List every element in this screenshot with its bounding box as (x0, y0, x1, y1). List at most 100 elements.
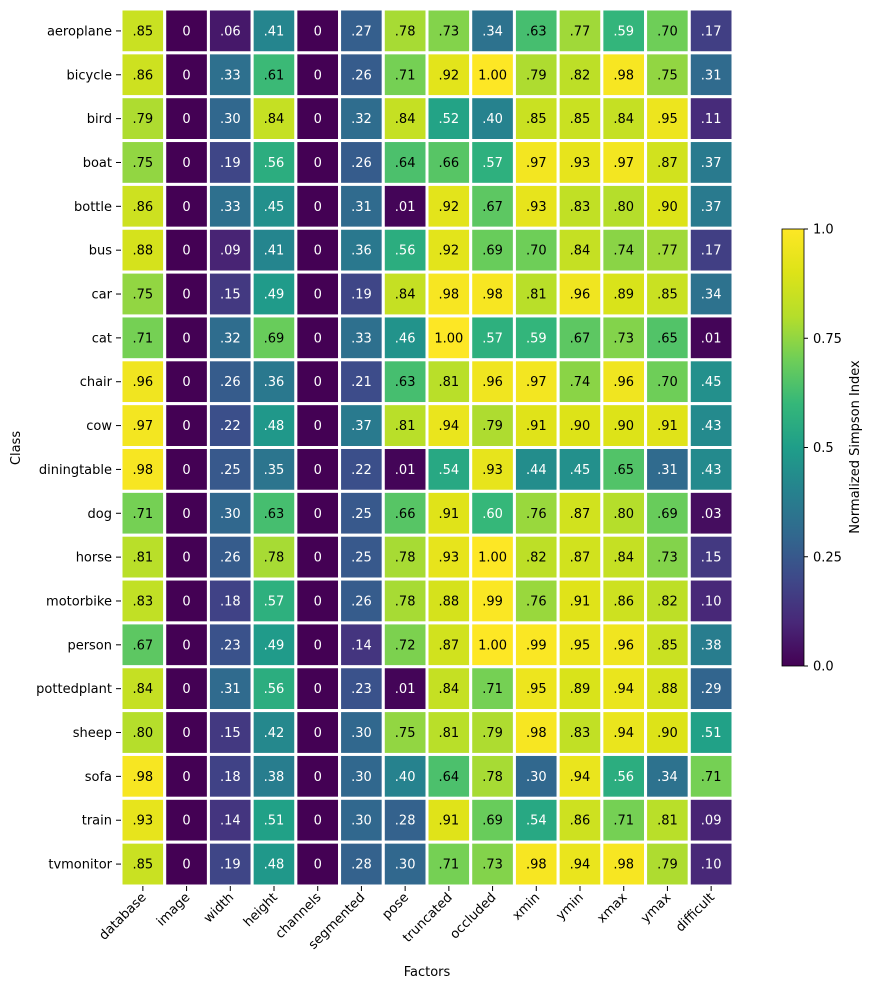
x-tick-label: ymax (638, 890, 674, 926)
cell-label: .74 (570, 375, 591, 390)
cell-label: 0 (182, 156, 190, 171)
cell-label: .64 (395, 156, 416, 171)
y-tick-label: pottedplant (36, 682, 112, 697)
heatmap-cell (163, 226, 210, 274)
heatmap-cell (687, 270, 735, 318)
cell-label: .87 (657, 156, 678, 171)
cell-label: .22 (351, 463, 372, 478)
cell-label: .81 (395, 419, 416, 434)
heatmap-cell (687, 840, 735, 888)
cell-label: .51 (264, 814, 285, 829)
cell-label: .28 (351, 858, 372, 873)
cell-label: .56 (613, 770, 634, 785)
cell-label: .93 (439, 551, 460, 566)
cell-label: .97 (133, 419, 154, 434)
heatmap-cell (119, 709, 167, 756)
cell-label: .63 (264, 507, 285, 522)
heatmap-cell (469, 51, 516, 99)
cell-label: .95 (526, 682, 547, 697)
cell-label: .75 (657, 68, 678, 83)
cell-label: .37 (701, 200, 722, 215)
cell-label: .98 (613, 68, 634, 83)
cell-label: .67 (482, 200, 503, 215)
heatmap-cell (687, 577, 735, 625)
y-tick-label: sheep (73, 726, 112, 741)
cell-label: .54 (439, 463, 460, 478)
heatmap-cell (600, 752, 648, 800)
cell-label: .83 (570, 726, 591, 741)
cell-label: 0 (314, 200, 322, 215)
cell-label: .82 (657, 594, 678, 609)
cell-label: .90 (570, 419, 591, 434)
cell-label: .36 (264, 375, 285, 390)
cell-label: .98 (526, 726, 547, 741)
cell-label: .72 (395, 638, 416, 653)
cell-label: .85 (570, 112, 591, 127)
cell-label: 0 (182, 68, 190, 83)
cell-label: .98 (133, 463, 154, 478)
cell-label: .46 (395, 331, 416, 346)
cell-label: .48 (264, 858, 285, 873)
cell-label: 0 (182, 112, 190, 127)
cell-label: .98 (482, 288, 503, 303)
cell-label: .19 (220, 858, 241, 873)
x-tick-label: xmax (594, 890, 630, 926)
colorbar-tick-label: 0.5 (813, 441, 834, 456)
cell-label: .82 (570, 68, 591, 83)
cell-label: .91 (439, 507, 460, 522)
cell-label: .83 (570, 200, 591, 215)
cell-label: 0 (182, 463, 190, 478)
cell-label: .66 (395, 507, 416, 522)
heatmap-cell (294, 314, 342, 362)
cell-label: .38 (264, 770, 285, 785)
cell-label: .85 (133, 858, 154, 873)
heatmap-cell (687, 752, 735, 800)
heatmap-cell (294, 182, 342, 230)
y-axis-title: Class (9, 431, 24, 465)
cell-label: 0 (314, 24, 322, 39)
cell-label: .94 (613, 726, 634, 741)
cell-label: 0 (314, 156, 322, 171)
cell-label: .80 (133, 726, 154, 741)
cell-label: .30 (395, 858, 416, 873)
heatmap-cell (381, 665, 429, 713)
cell-label: .66 (439, 156, 460, 171)
heatmap-cell (250, 139, 298, 186)
heatmap-cell (206, 446, 254, 493)
heatmap-cell-labels: .85 0 .06 .41 0 .27 .78 .73 .34 .63 .77 .59 .70 .17 .8… (133, 24, 722, 872)
cell-label: .31 (351, 200, 372, 215)
cell-label: .56 (264, 156, 285, 171)
heatmap-cell (469, 665, 516, 713)
cell-label: .38 (701, 638, 722, 653)
y-tick-label: train (82, 814, 112, 829)
cell-label: .79 (657, 858, 678, 873)
y-tick-label: cow (86, 419, 112, 434)
cell-label: .23 (220, 638, 241, 653)
heatmap-cell (600, 139, 648, 186)
cell-label: .71 (613, 814, 634, 829)
cell-label: .81 (133, 551, 154, 566)
cell-label: 0 (314, 112, 322, 127)
cell-label: .96 (133, 375, 154, 390)
cell-label: .99 (482, 594, 503, 609)
y-tick-label: person (67, 638, 112, 653)
cell-label: .17 (701, 244, 722, 259)
cell-label: .17 (701, 24, 722, 39)
cell-label: .92 (439, 68, 460, 83)
heatmap-cell (600, 665, 648, 713)
cell-label: .71 (482, 682, 503, 697)
cell-label: .25 (220, 463, 241, 478)
cell-label: .19 (220, 156, 241, 171)
cell-label: .96 (613, 638, 634, 653)
cell-label: .96 (570, 288, 591, 303)
cell-label: .44 (526, 463, 547, 478)
cell-label: .74 (613, 244, 634, 259)
cell-label: .70 (526, 244, 547, 259)
heatmap-cell (425, 7, 473, 55)
heatmap-cell (425, 182, 473, 230)
cell-label: .81 (526, 288, 547, 303)
cell-label: .97 (526, 375, 547, 390)
cell-label: 0 (314, 814, 322, 829)
heatmap-cell (119, 665, 167, 713)
